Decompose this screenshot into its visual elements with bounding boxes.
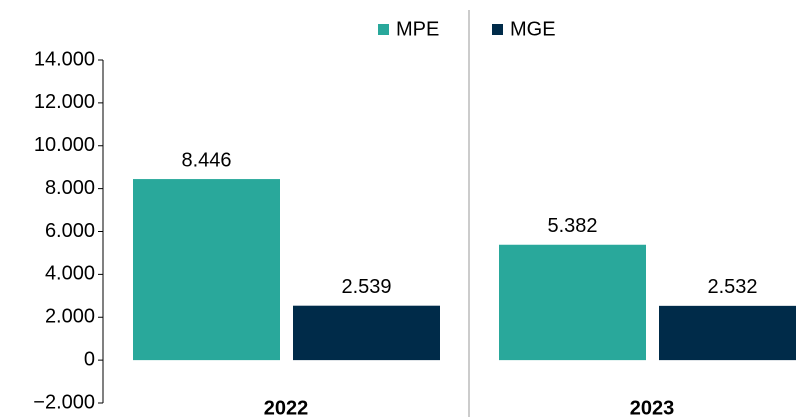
bar xyxy=(133,179,280,361)
x-tick-label: 2022 xyxy=(264,397,309,417)
data-label: 8.446 xyxy=(181,149,231,171)
legend-label: MGE xyxy=(510,18,556,40)
bar xyxy=(499,244,646,361)
y-tick-label: 2.000 xyxy=(45,306,95,328)
legend-swatch xyxy=(378,24,389,35)
y-tick-label: 14.000 xyxy=(34,48,95,70)
bar xyxy=(293,305,440,361)
y-tick-label: 0 xyxy=(84,348,95,370)
y-tick-label: 10.000 xyxy=(34,134,95,156)
legend-label: MPE xyxy=(396,18,439,40)
x-tick-label: 2023 xyxy=(630,397,675,417)
y-tick-label: −2.000 xyxy=(33,391,95,413)
bar xyxy=(659,305,796,361)
data-label: 2.532 xyxy=(707,276,757,298)
data-label: 5.382 xyxy=(547,215,597,237)
y-tick-label: 8.000 xyxy=(45,177,95,199)
y-tick-label: 6.000 xyxy=(45,220,95,242)
y-tick-label: 12.000 xyxy=(34,91,95,113)
y-tick-label: 4.000 xyxy=(45,263,95,285)
data-label: 2.539 xyxy=(341,276,391,298)
legend-swatch xyxy=(492,24,503,35)
